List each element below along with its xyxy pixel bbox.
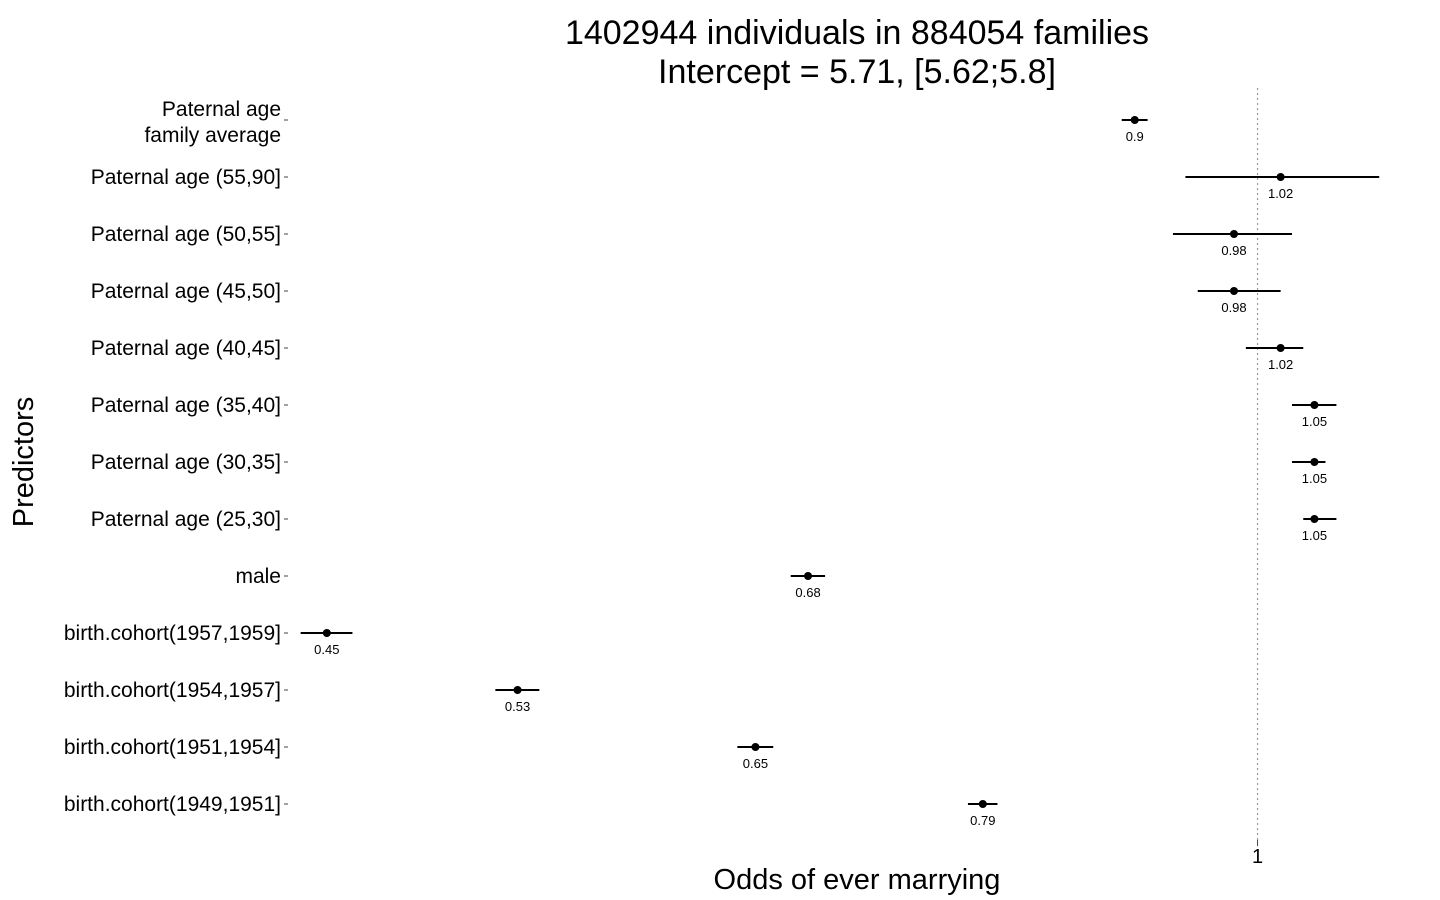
data-label: 0.79	[970, 813, 995, 828]
predictor-label: Paternal age (55,90]	[91, 166, 281, 189]
point-estimate	[751, 743, 760, 751]
data-label: 1.05	[1302, 528, 1327, 543]
predictor-label: Paternal age (40,45]	[91, 337, 281, 360]
predictor-label: birth.cohort(1957,1959]	[64, 622, 281, 645]
point-estimate	[1276, 173, 1285, 181]
point-estimate	[1130, 116, 1139, 124]
data-label: 0.98	[1221, 300, 1246, 315]
predictor-label: Paternal age (45,50]	[91, 280, 281, 303]
data-label: 1.02	[1268, 357, 1293, 372]
point-estimate	[1276, 344, 1285, 352]
predictor-label: Paternal age family average	[144, 98, 281, 147]
predictor-label: male	[235, 565, 281, 588]
predictor-label: birth.cohort(1949,1951]	[64, 793, 281, 816]
data-label: 1.05	[1302, 471, 1327, 486]
point-estimate	[804, 572, 813, 580]
data-label: 0.98	[1221, 243, 1246, 258]
point-estimate	[322, 629, 331, 637]
point-estimate	[1230, 230, 1239, 238]
predictor-label: Paternal age (50,55]	[91, 223, 281, 246]
chart-marks: 1 Paternal age family average 0.9 Paternal a…	[64, 88, 1380, 868]
predictor-label: Paternal age (30,35]	[91, 451, 281, 474]
data-label: 0.65	[743, 756, 768, 771]
predictor-label: birth.cohort(1951,1954]	[64, 736, 281, 759]
data-label: 1.05	[1302, 414, 1327, 429]
point-estimate	[513, 686, 522, 694]
y-axis-title: Predictors	[8, 397, 40, 528]
point-estimate	[1230, 287, 1239, 295]
point-estimate	[978, 800, 987, 808]
predictor-label: birth.cohort(1954,1957]	[64, 679, 281, 702]
predictor-label: Paternal age (35,40]	[91, 394, 281, 417]
chart-title-line-1: 1402944 individuals in 884054 families	[565, 14, 1149, 52]
x-axis-title: Odds of ever marrying	[714, 864, 1001, 896]
point-estimate	[1310, 515, 1319, 523]
point-estimate	[1310, 458, 1319, 466]
data-label: 0.45	[314, 642, 339, 657]
chart-title-line-2: Intercept = 5.71, [5.62;5.8]	[658, 53, 1056, 91]
data-label: 1.02	[1268, 186, 1293, 201]
data-label: 0.68	[795, 585, 820, 600]
x-tick-label: 1	[1252, 846, 1263, 868]
data-label: 0.9	[1126, 129, 1144, 144]
point-estimate	[1310, 401, 1319, 409]
predictor-label: Paternal age (25,30]	[91, 508, 281, 531]
data-label: 0.53	[505, 699, 530, 714]
